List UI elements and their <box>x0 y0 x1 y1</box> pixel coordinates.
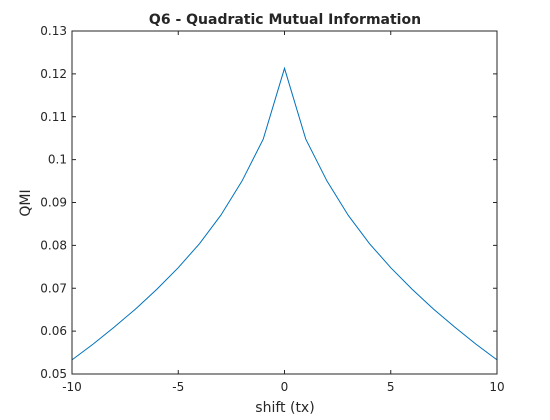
x-tick-label: -5 <box>172 380 184 394</box>
y-tick-label: 0.07 <box>40 281 67 295</box>
y-tick-label: 0.12 <box>40 67 67 81</box>
y-tick-label: 0.05 <box>40 367 67 381</box>
y-tick-label: 0.11 <box>40 110 67 124</box>
y-axis-label: QMI <box>18 189 34 216</box>
y-tick-label: 0.06 <box>40 324 67 338</box>
x-tick-label: 0 <box>281 380 289 394</box>
y-tick-label: 0.13 <box>40 24 67 38</box>
x-tick-label: 5 <box>387 380 395 394</box>
ticks-layer: -10 -5 0 5 10 0.05 0.06 0.07 0.08 0.09 0.1 0.11 0.12… <box>40 24 504 394</box>
plot-area <box>72 31 497 374</box>
y-tick-label: 0.08 <box>40 238 67 252</box>
chart-title: Q6 - Quadratic Mutual Information <box>149 12 421 28</box>
y-tick-label: 0.09 <box>40 196 67 210</box>
y-tick-label: 0.1 <box>48 153 67 167</box>
axes-box <box>71 30 498 375</box>
qmi-series-line <box>71 66 498 361</box>
x-tick-label: -10 <box>62 380 82 394</box>
x-tick-label: 10 <box>489 380 504 394</box>
series-layer <box>71 66 498 361</box>
x-axis-label: shift (tx) <box>255 400 314 416</box>
